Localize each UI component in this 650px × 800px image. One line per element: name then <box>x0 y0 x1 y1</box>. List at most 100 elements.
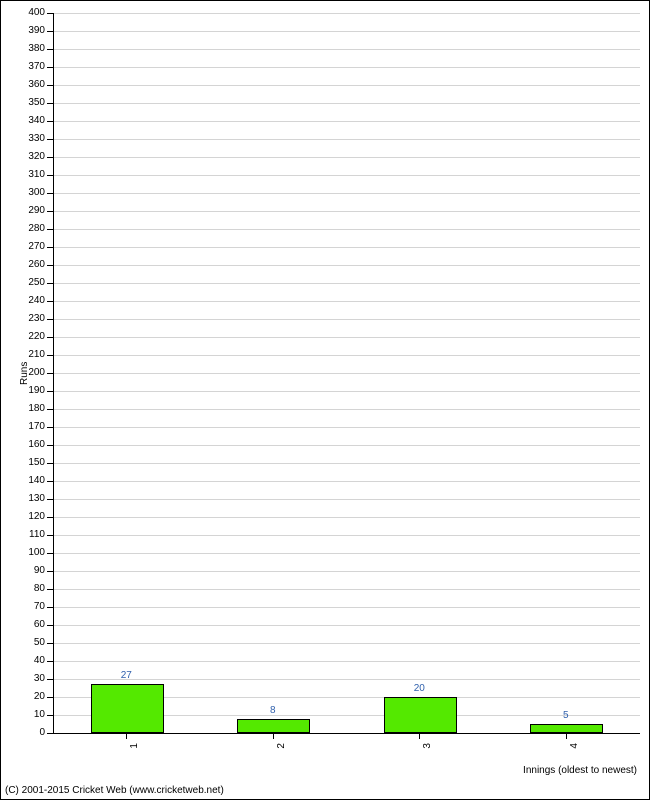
ytick-mark <box>47 409 53 410</box>
bar-value-label: 20 <box>399 683 439 694</box>
ytick-label: 130 <box>21 494 45 504</box>
ytick-label: 180 <box>21 404 45 414</box>
gridline <box>54 121 640 122</box>
ytick-mark <box>47 697 53 698</box>
ytick-label: 320 <box>21 152 45 162</box>
ytick-mark <box>47 337 53 338</box>
ytick-mark <box>47 139 53 140</box>
ytick-mark <box>47 499 53 500</box>
ytick-label: 350 <box>21 98 45 108</box>
ytick-mark <box>47 85 53 86</box>
gridline <box>54 553 640 554</box>
gridline <box>54 391 640 392</box>
ytick-mark <box>47 175 53 176</box>
xtick-label: 3 <box>422 743 433 783</box>
gridline <box>54 31 640 32</box>
ytick-label: 100 <box>21 548 45 558</box>
ytick-label: 40 <box>21 656 45 666</box>
gridline <box>54 265 640 266</box>
gridline <box>54 49 640 50</box>
ytick-mark <box>47 31 53 32</box>
bar-value-label: 27 <box>106 670 146 681</box>
gridline <box>54 427 640 428</box>
gridline <box>54 157 640 158</box>
ytick-mark <box>47 265 53 266</box>
ytick-mark <box>47 427 53 428</box>
gridline <box>54 355 640 356</box>
ytick-label: 30 <box>21 674 45 684</box>
ytick-mark <box>47 355 53 356</box>
ytick-mark <box>47 733 53 734</box>
ytick-label: 310 <box>21 170 45 180</box>
gridline <box>54 661 640 662</box>
ytick-mark <box>47 625 53 626</box>
gridline <box>54 103 640 104</box>
gridline <box>54 445 640 446</box>
ytick-label: 20 <box>21 692 45 702</box>
gridline <box>54 319 640 320</box>
gridline <box>54 409 640 410</box>
xtick-mark <box>126 733 127 739</box>
gridline <box>54 175 640 176</box>
bar-value-label: 8 <box>253 705 293 716</box>
ytick-label: 80 <box>21 584 45 594</box>
ytick-label: 260 <box>21 260 45 270</box>
ytick-label: 110 <box>21 530 45 540</box>
gridline <box>54 463 640 464</box>
gridline <box>54 301 640 302</box>
ytick-mark <box>47 553 53 554</box>
bar <box>91 684 164 733</box>
ytick-mark <box>47 463 53 464</box>
ytick-label: 250 <box>21 278 45 288</box>
ytick-label: 50 <box>21 638 45 648</box>
ytick-label: 340 <box>21 116 45 126</box>
ytick-mark <box>47 715 53 716</box>
ytick-label: 70 <box>21 602 45 612</box>
ytick-label: 200 <box>21 368 45 378</box>
gridline <box>54 13 640 14</box>
ytick-label: 330 <box>21 134 45 144</box>
gridline <box>54 85 640 86</box>
gridline <box>54 139 640 140</box>
bar <box>237 719 310 733</box>
ytick-label: 220 <box>21 332 45 342</box>
gridline <box>54 589 640 590</box>
ytick-mark <box>47 643 53 644</box>
ytick-mark <box>47 67 53 68</box>
ytick-mark <box>47 535 53 536</box>
xtick-mark <box>273 733 274 739</box>
gridline <box>54 373 640 374</box>
chart-frame: Runs Innings (oldest to newest) (C) 2001… <box>0 0 650 800</box>
copyright-footer: (C) 2001-2015 Cricket Web (www.cricketwe… <box>5 785 224 796</box>
ytick-mark <box>47 679 53 680</box>
ytick-label: 400 <box>21 8 45 18</box>
ytick-mark <box>47 193 53 194</box>
gridline <box>54 67 640 68</box>
gridline <box>54 229 640 230</box>
gridline <box>54 607 640 608</box>
gridline <box>54 481 640 482</box>
ytick-label: 300 <box>21 188 45 198</box>
gridline <box>54 517 640 518</box>
gridline <box>54 211 640 212</box>
ytick-mark <box>47 661 53 662</box>
bar-value-label: 5 <box>546 710 586 721</box>
xtick-label: 4 <box>569 743 580 783</box>
ytick-mark <box>47 13 53 14</box>
ytick-mark <box>47 481 53 482</box>
gridline <box>54 283 640 284</box>
bar <box>530 724 603 733</box>
gridline <box>54 625 640 626</box>
ytick-label: 60 <box>21 620 45 630</box>
ytick-label: 190 <box>21 386 45 396</box>
gridline <box>54 643 640 644</box>
gridline <box>54 247 640 248</box>
ytick-mark <box>47 157 53 158</box>
ytick-label: 150 <box>21 458 45 468</box>
gridline <box>54 499 640 500</box>
ytick-mark <box>47 301 53 302</box>
ytick-label: 140 <box>21 476 45 486</box>
gridline <box>54 193 640 194</box>
ytick-mark <box>47 247 53 248</box>
ytick-mark <box>47 391 53 392</box>
